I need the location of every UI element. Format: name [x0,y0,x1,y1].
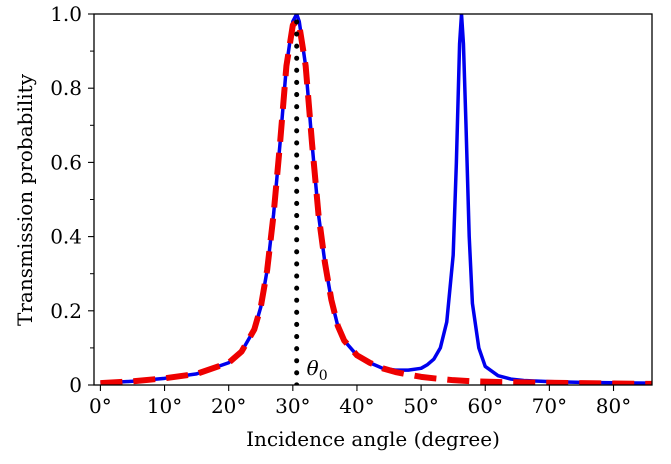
series-line-dashed [100,18,652,385]
y-tick-label: 0.2 [50,299,82,323]
y-axis: 0 0.2 0.4 0.6 0.8 1.0 [50,2,94,397]
series-line-solid [100,14,652,385]
x-tick-label: 70° [532,394,567,418]
theta-symbol: θ [307,356,319,380]
x-tick-label: 60° [468,394,503,418]
x-tick-label: 0° [89,394,112,418]
x-tick-label: 10° [147,394,182,418]
x-tick-label: 20° [211,394,246,418]
x-tick-label: 30° [275,394,310,418]
theta-subscript: 0 [319,368,328,384]
y-tick-label: 0.8 [50,76,82,100]
y-axis-title: Transmission probability [13,73,37,326]
x-axis: 0° 10° 20° 30° 40° 50° 60° 70° 80° [89,385,631,418]
theta-zero-annotation: θ0 [307,356,328,384]
x-tick-label: 80° [596,394,631,418]
y-tick-label: 0.6 [50,150,82,174]
series-layer [100,14,652,385]
x-tick-label: 50° [403,394,438,418]
x-axis-title: Incidence angle (degree) [246,427,500,451]
y-tick-label: 0 [69,373,82,397]
y-tick-label: 0.4 [50,225,82,249]
y-tick-label: 1.0 [50,2,82,26]
plot-frame [93,13,653,386]
x-tick-label: 40° [339,394,374,418]
